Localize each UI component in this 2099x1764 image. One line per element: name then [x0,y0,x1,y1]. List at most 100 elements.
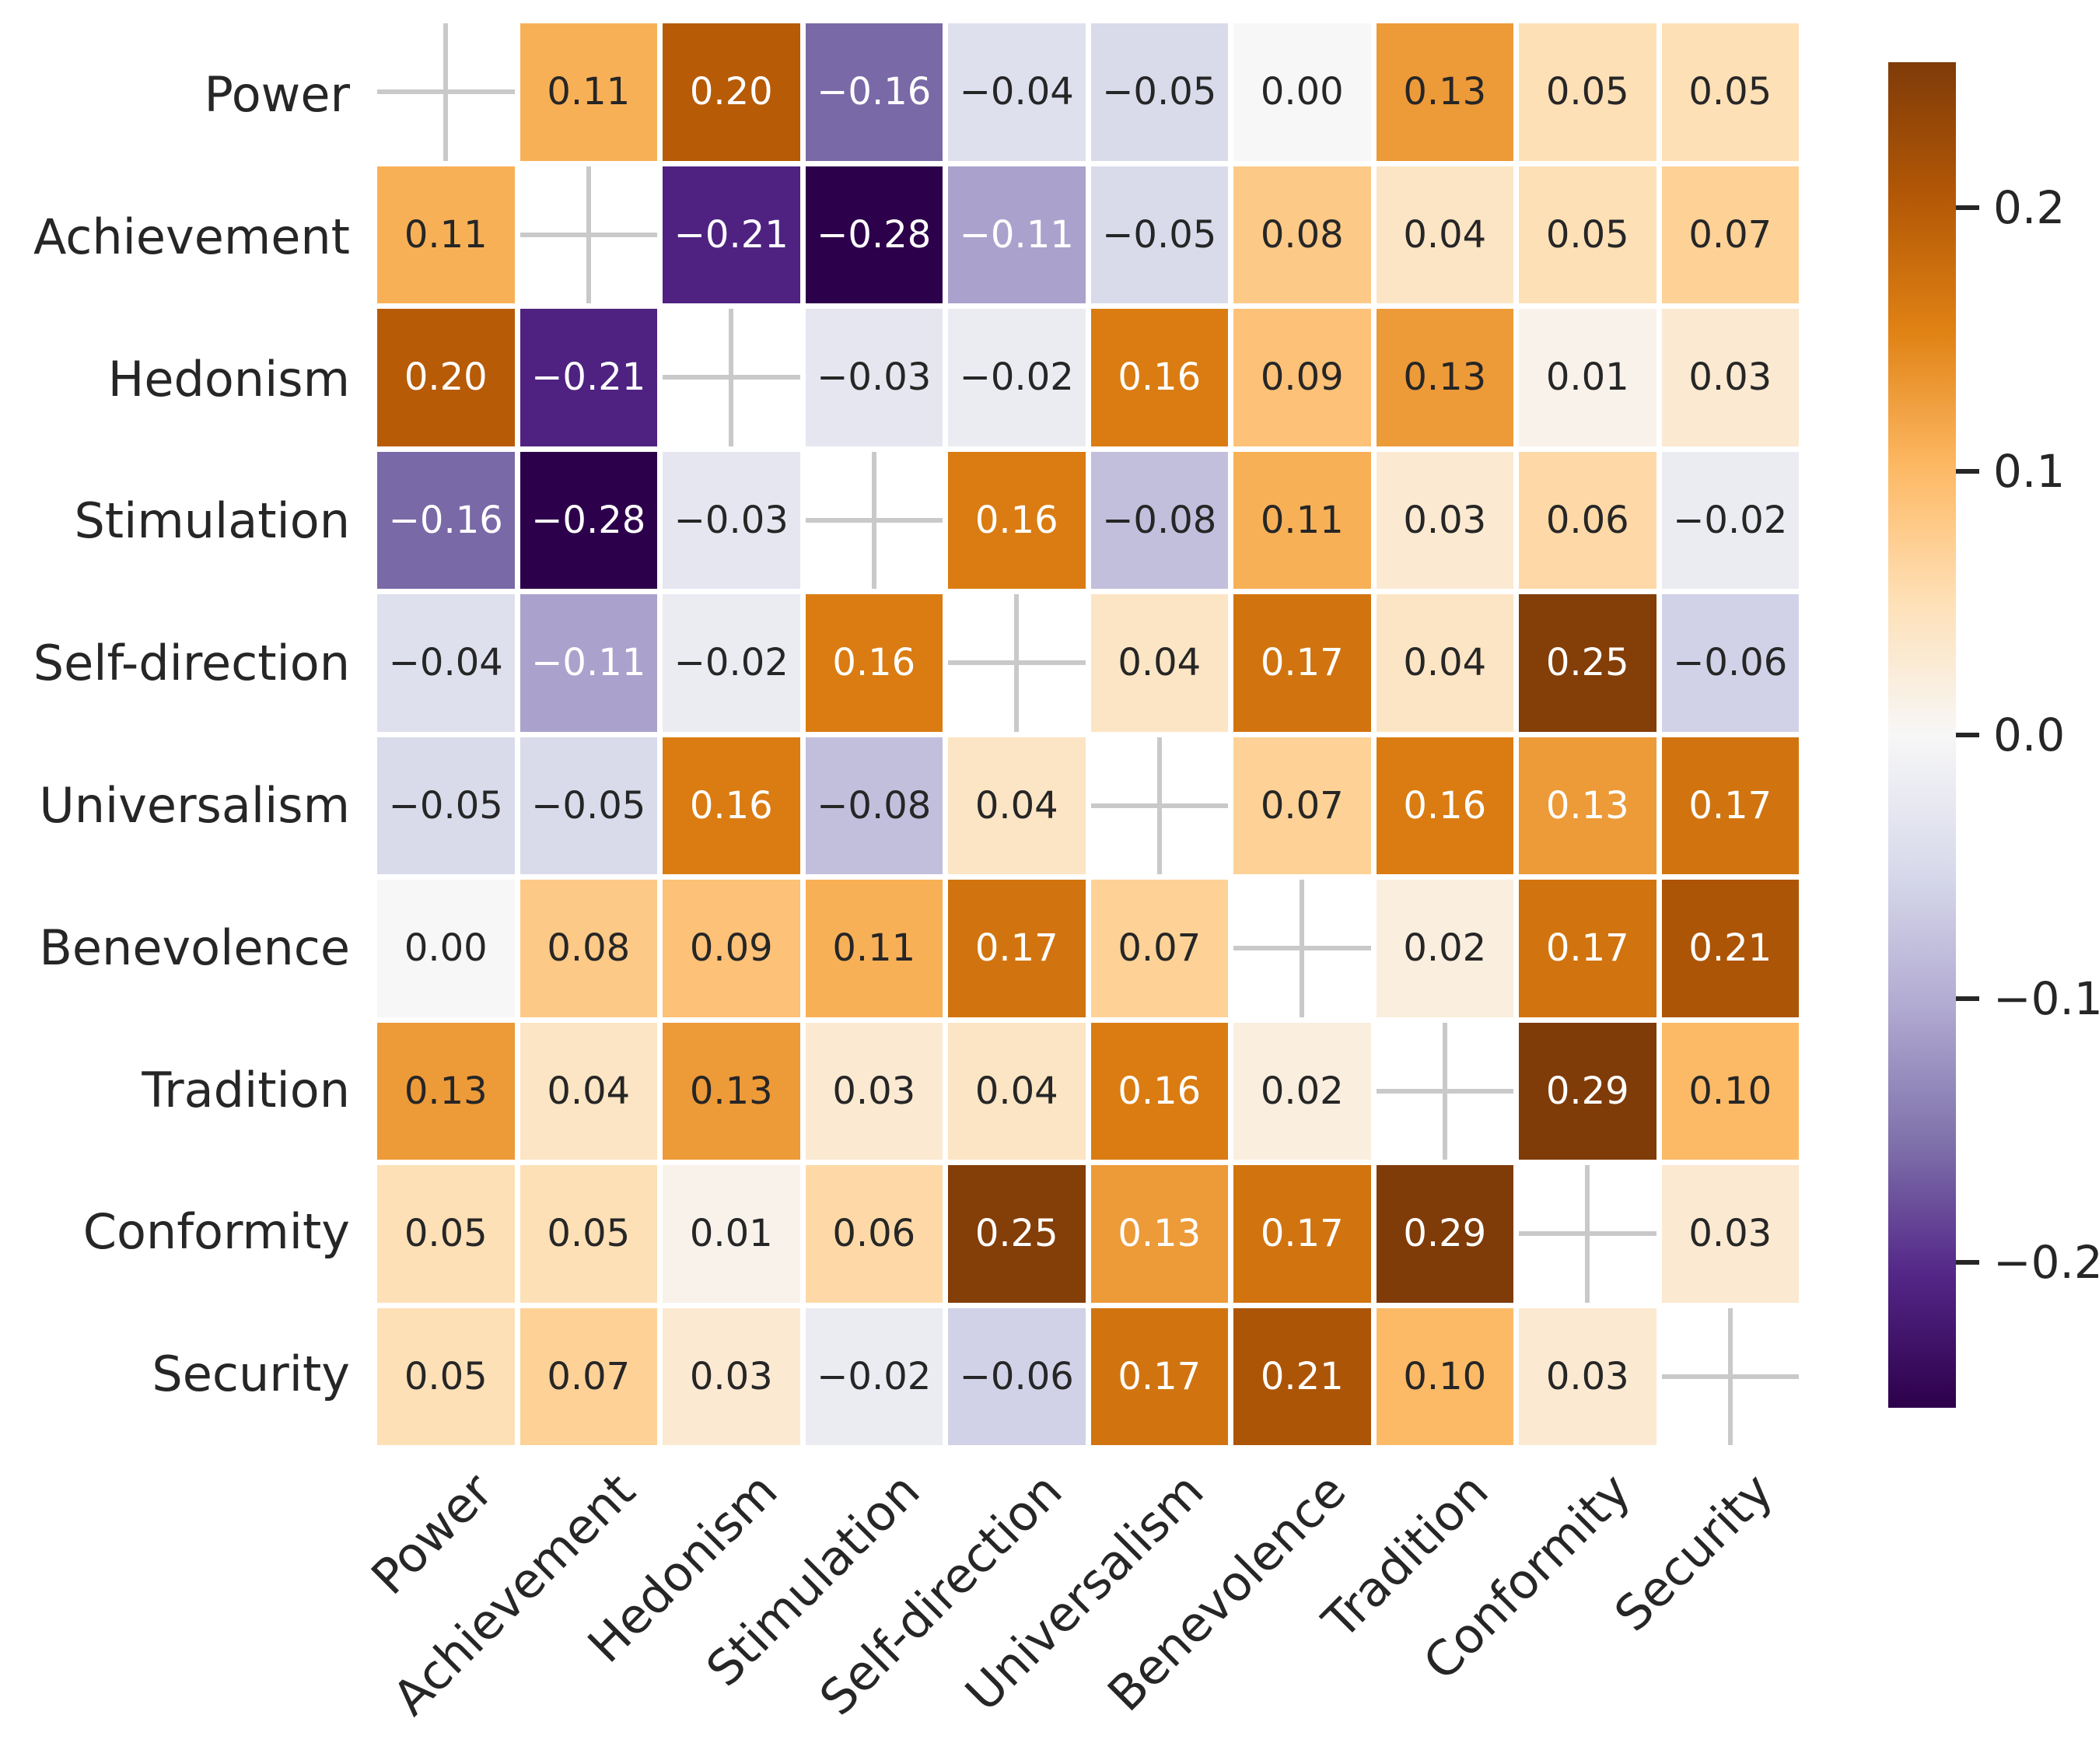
masked-diagonal-cell [520,166,657,303]
colorbar-tick-label: −0.2 [1993,1236,2099,1290]
heatmap-cell: −0.08 [1090,451,1228,589]
cell-value: 0.03 [1545,1354,1629,1398]
cell-value: 0.09 [1260,355,1344,400]
heatmap-cell: 0.03 [1661,309,1799,446]
heatmap-cell: −0.02 [805,1307,943,1445]
heatmap-cell: 0.20 [377,309,515,446]
cell-value: −0.02 [817,1354,932,1398]
cell-value: 0.11 [404,212,488,257]
y-axis-label: Benevolence [39,919,350,976]
masked-cross-vertical-line [1156,737,1162,874]
cell-value: −0.06 [959,1354,1074,1398]
heatmap-cell: −0.03 [805,309,943,446]
cell-value: 0.13 [1118,1212,1202,1256]
cell-value: 0.03 [689,1354,773,1398]
heatmap-cell: −0.04 [948,23,1086,161]
cell-value: 0.08 [547,926,631,971]
heatmap-cell: 0.13 [377,1022,515,1160]
heatmap-cell: 0.29 [1519,1022,1656,1160]
masked-cross-vertical-line [1300,880,1305,1017]
cell-value: 0.16 [832,641,916,685]
cell-value: 0.04 [1118,641,1202,685]
heatmap-cell: 0.17 [948,880,1086,1017]
heatmap-cell: 0.05 [377,1307,515,1445]
heatmap-cell: 0.08 [1233,166,1371,303]
heatmap-cell: 0.13 [1519,737,1656,874]
cell-value: 0.13 [1545,783,1629,828]
heatmap-cell: 0.05 [1661,23,1799,161]
masked-cross-vertical-line [1442,1022,1447,1160]
colorbar-tick-mark [1956,468,1979,474]
cell-value: 0.07 [1688,212,1772,257]
cell-value: 0.05 [1545,70,1629,114]
heatmap-cell: −0.05 [1090,23,1228,161]
cell-value: 0.05 [404,1212,488,1256]
y-axis-label: Achievement [33,208,350,265]
cell-value: 0.17 [1118,1354,1202,1398]
heatmap-cell: 0.11 [1233,451,1371,589]
heatmap-cell: 0.21 [1233,1307,1371,1445]
heatmap-cell: 0.04 [948,737,1086,874]
cell-value: 0.20 [689,70,773,114]
cell-value: 0.17 [1260,1212,1344,1256]
colorbar-tick-label: 0.1 [1993,444,2066,498]
cell-value: 0.03 [1688,355,1772,400]
heatmap-cell: 0.03 [663,1307,800,1445]
colorbar-tick-mark [1956,996,1979,1002]
cell-value: 0.21 [1688,926,1772,971]
cell-value: −0.16 [388,498,503,542]
cell-value: 0.04 [974,783,1058,828]
masked-diagonal-cell [948,594,1086,732]
heatmap-cell: −0.21 [663,166,800,303]
cell-value: 0.21 [1260,1354,1344,1398]
colorbar-tick-mark [1956,1260,1979,1265]
cell-value: 0.00 [404,926,488,971]
heatmap-cell: 0.11 [520,23,657,161]
cell-value: 0.13 [689,1069,773,1113]
heatmap-cell: 0.16 [1090,1022,1228,1160]
heatmap-cell: 0.05 [1519,166,1656,303]
cell-value: 0.05 [1545,212,1629,257]
heatmap-cell: −0.02 [1661,451,1799,589]
cell-value: 0.03 [832,1069,916,1113]
cell-value: 0.16 [689,783,773,828]
y-axis-label: Universalism [39,777,350,834]
cell-value: −0.08 [1102,498,1217,542]
heatmap-cell: 0.25 [948,1165,1086,1303]
masked-diagonal-cell [1233,880,1371,1017]
cell-value: 0.13 [1403,355,1487,400]
cell-value: 0.03 [1688,1212,1772,1256]
masked-cross-vertical-line [871,451,876,589]
cell-value: 0.07 [547,1354,631,1398]
cell-value: 0.17 [974,926,1058,971]
heatmap-cell: −0.02 [663,594,800,732]
cell-value: 0.04 [1403,641,1487,685]
heatmap-cell: 0.02 [1376,880,1513,1017]
heatmap-cell: 0.09 [1233,309,1371,446]
heatmap-cell: 0.16 [805,594,943,732]
cell-value: −0.11 [959,212,1074,257]
cell-value: 0.06 [1545,498,1629,542]
colorbar-gradient [1888,62,1956,1408]
y-axis-label: Security [152,1346,350,1403]
cell-value: 0.11 [1260,498,1344,542]
heatmap-cell: 0.08 [520,880,657,1017]
heatmap-cell: −0.04 [377,594,515,732]
cell-value: −0.16 [817,70,932,114]
colorbar-tick-mark [1956,733,1979,737]
cell-value: −0.03 [817,355,932,400]
x-axis-label: Power [360,1461,504,1606]
heatmap-cell: 0.13 [1376,23,1513,161]
heatmap-cell: 0.05 [377,1165,515,1303]
heatmap-cell: 0.03 [1376,451,1513,589]
heatmap-cell: 0.16 [948,451,1086,589]
cell-value: −0.11 [531,641,646,685]
masked-diagonal-cell [1661,1307,1799,1445]
heatmap-cell: 0.17 [1233,594,1371,732]
heatmap-cell: −0.11 [948,166,1086,303]
heatmap-cell: 0.13 [1376,309,1513,446]
cell-value: 0.01 [1545,355,1629,400]
heatmap-cell: 0.07 [1233,737,1371,874]
cell-value: 0.10 [1403,1354,1487,1398]
masked-diagonal-cell [1519,1165,1656,1303]
